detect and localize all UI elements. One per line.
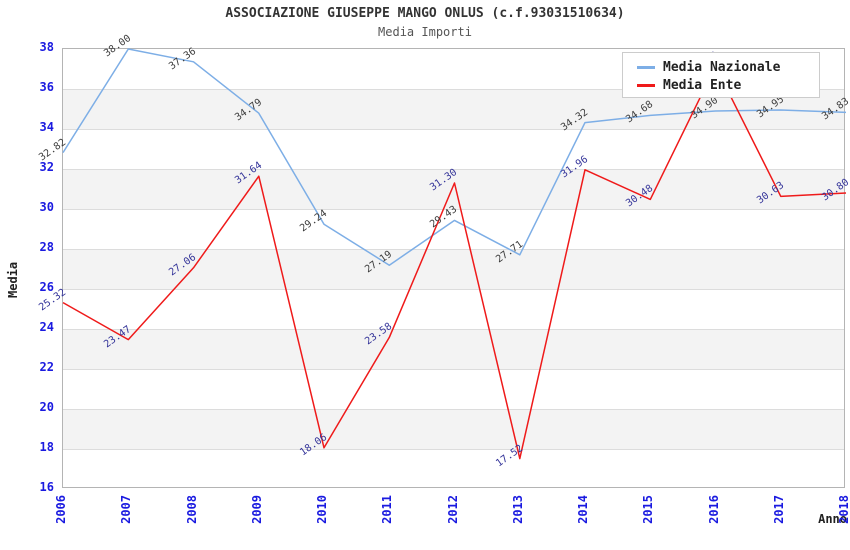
y-tick-label: 24	[39, 320, 54, 334]
y-tick-label: 18	[39, 440, 54, 454]
y-tick-label: 26	[39, 280, 54, 294]
gridline	[63, 209, 844, 210]
gridline	[63, 449, 844, 450]
y-tick-label: 34	[39, 120, 54, 134]
y-tick-label: 32	[39, 160, 54, 174]
x-tick-label: 2011	[380, 495, 395, 524]
x-tick-label: 2006	[54, 495, 68, 524]
y-tick-label: 30	[39, 200, 54, 214]
y-tick-label: 16	[39, 480, 54, 494]
plot-band	[63, 329, 844, 369]
series-line-media-nazionale[interactable]	[62, 48, 847, 266]
gridline	[63, 249, 844, 250]
legend-line-swatch-red	[637, 83, 655, 87]
gridline	[63, 89, 844, 90]
y-tick-label: 22	[39, 360, 54, 374]
x-tick-label: 2009	[249, 495, 264, 524]
chart-subtitle: Media Importi	[378, 25, 472, 39]
x-tick-label: 2018	[837, 495, 850, 524]
gridline	[63, 369, 844, 370]
gridline	[63, 129, 844, 130]
legend-item-media-ente[interactable]: Media Ente	[637, 76, 819, 94]
x-tick-label: 2016	[706, 495, 721, 524]
x-axis-title: Anno	[818, 512, 847, 526]
legend-label: Media Nazionale	[663, 59, 781, 75]
y-tick-label: 28	[39, 240, 54, 254]
legend-line-swatch-blue	[637, 65, 655, 69]
x-tick-label: 2015	[641, 495, 656, 524]
x-tick-label: 2010	[315, 495, 329, 524]
legend-item-media-nazionale[interactable]: Media Nazionale	[637, 58, 819, 76]
legend-label: Media Ente	[663, 77, 742, 93]
gridline	[63, 289, 844, 290]
x-tick-label: 2013	[510, 495, 525, 524]
x-tick-label: 2007	[119, 495, 134, 524]
plot-band	[63, 169, 844, 209]
x-tick-label: 2008	[184, 495, 199, 524]
gridline	[63, 169, 844, 170]
gridline	[63, 409, 844, 410]
chart-title: ASSOCIAZIONE GIUSEPPE MANGO ONLUS (c.f.9…	[225, 6, 625, 21]
x-tick-label: 2014	[576, 495, 590, 524]
gridline	[63, 329, 844, 330]
plot-band	[63, 409, 844, 449]
y-tick-label: 36	[39, 80, 54, 94]
y-tick-label: 20	[39, 400, 54, 414]
legend: Media Nazionale Media Ente	[622, 52, 820, 98]
plot-area: 32.82 38.00 37.36 34.79 29.24 27.19 29.43 27.71…	[37, 33, 850, 488]
y-tick-label: 38	[39, 40, 54, 54]
x-tick-label: 2017	[771, 495, 786, 524]
x-tick-label: 2012	[445, 495, 460, 524]
